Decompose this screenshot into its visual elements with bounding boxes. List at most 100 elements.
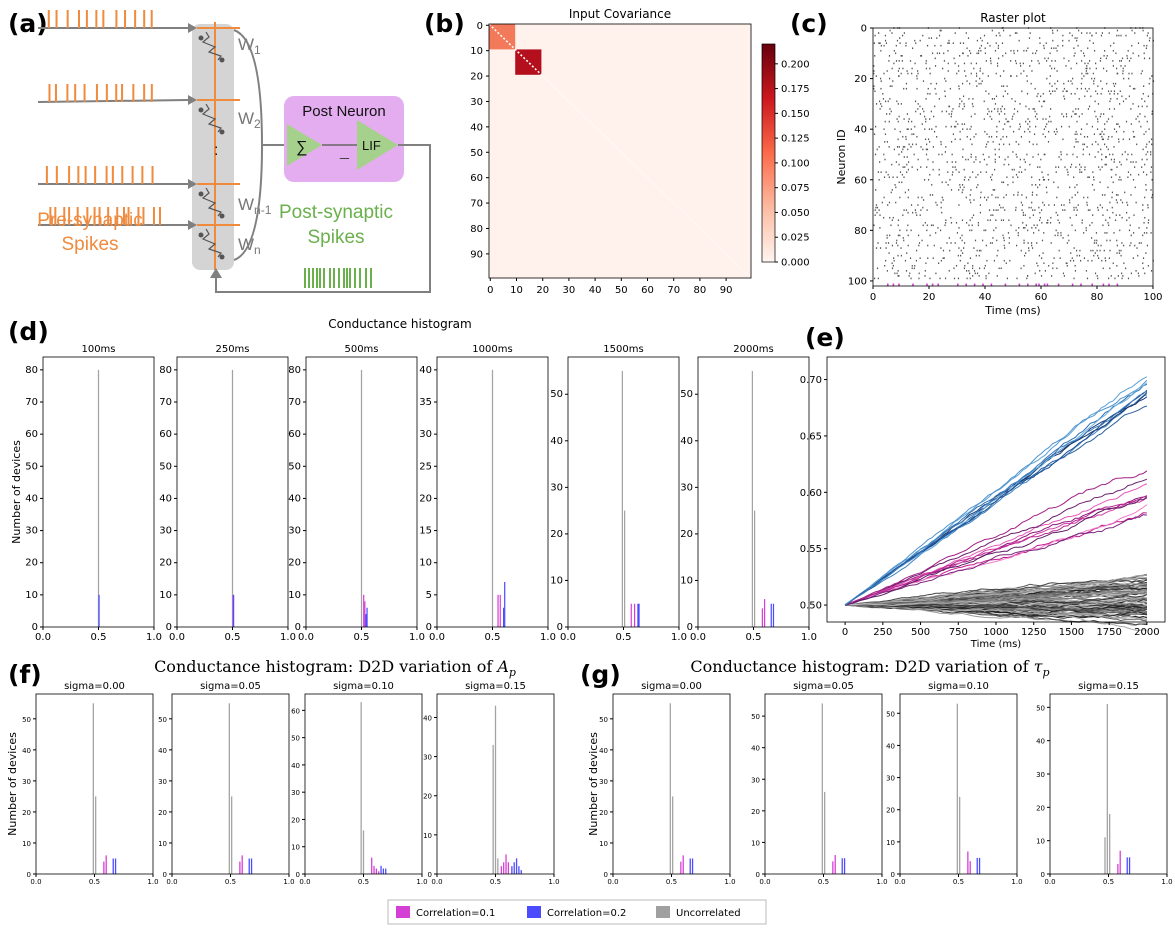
spike	[1074, 186, 1076, 189]
axes-frame	[899, 693, 1018, 875]
subplot-title: sigma=0.15	[465, 681, 526, 692]
post-neuron-label: Post Neuron	[302, 103, 385, 120]
spike	[1074, 194, 1076, 196]
spike	[977, 184, 979, 186]
spike	[1053, 257, 1055, 259]
spike	[959, 259, 961, 262]
x-tick-label: 0.0	[166, 878, 177, 886]
spike	[996, 254, 998, 257]
spike	[967, 158, 969, 161]
spike	[980, 171, 982, 173]
spike	[1101, 206, 1103, 209]
spike	[1056, 130, 1058, 133]
spike	[1042, 118, 1044, 120]
spike	[1003, 70, 1005, 72]
spike	[1054, 234, 1056, 237]
spike	[1117, 72, 1119, 75]
spike	[879, 161, 881, 163]
spike	[950, 125, 952, 128]
y-tick-label: 30	[470, 97, 483, 108]
spike	[881, 201, 883, 204]
spike	[1132, 87, 1135, 90]
y-tick-label: 40	[886, 742, 895, 750]
spike	[940, 143, 942, 146]
spike	[1074, 270, 1077, 272]
spike	[982, 153, 984, 156]
spike	[1111, 191, 1114, 194]
spike	[1137, 115, 1139, 118]
spike	[1091, 259, 1093, 262]
histogram-bar	[228, 703, 230, 874]
spike	[884, 158, 886, 161]
spike	[1070, 166, 1072, 168]
histogram-bar	[637, 603, 639, 627]
spike	[929, 234, 931, 237]
spike	[1022, 227, 1025, 229]
spike	[1083, 232, 1085, 234]
spike	[1095, 90, 1097, 93]
trajectory-line	[845, 589, 1148, 607]
spike	[925, 153, 928, 156]
spike	[873, 133, 876, 136]
spike	[971, 224, 973, 227]
spike	[1140, 72, 1142, 75]
histogram-bar	[824, 791, 826, 874]
spike	[1057, 44, 1059, 47]
subplot-title: sigma=0.00	[64, 681, 125, 692]
spike	[902, 67, 904, 70]
spike	[1073, 176, 1075, 179]
spike	[958, 171, 960, 173]
spike	[1033, 133, 1036, 136]
spike	[940, 247, 942, 249]
spike	[967, 55, 969, 57]
trajectory-line	[844, 470, 1148, 606]
x-tick-label: 0	[842, 627, 848, 638]
x-tick-label: 1.0	[671, 632, 687, 643]
spike	[876, 267, 879, 270]
spike	[1028, 37, 1031, 39]
spike	[1101, 259, 1103, 262]
spike	[1121, 216, 1123, 219]
spike	[1143, 232, 1146, 234]
spike	[1132, 161, 1134, 163]
spike	[1102, 214, 1104, 216]
spike	[1048, 204, 1050, 206]
spike	[1065, 115, 1068, 118]
spike	[906, 229, 908, 232]
post-spike-mark	[1027, 283, 1029, 287]
spike	[949, 178, 951, 181]
spike	[1111, 115, 1113, 118]
spike	[1038, 254, 1041, 257]
spike	[985, 229, 987, 232]
colorbar-tick-label: 0.075	[781, 183, 810, 194]
spike	[976, 186, 978, 189]
chart-title: Input Covariance	[569, 7, 671, 21]
y-tick-label: 70	[25, 397, 38, 408]
spike	[947, 49, 949, 52]
spike	[902, 214, 904, 216]
spike	[919, 113, 921, 115]
y-tick-label: 0	[426, 622, 432, 633]
spike	[1131, 44, 1133, 47]
y-tick-label: 30	[599, 778, 608, 786]
diagonal	[488, 23, 542, 76]
spike	[1127, 153, 1129, 156]
spike	[964, 70, 966, 72]
y-tick-label: 0	[32, 622, 38, 633]
y-tick-label: 0	[557, 622, 563, 633]
spike	[880, 171, 882, 173]
spike	[981, 39, 983, 42]
spike	[944, 95, 946, 98]
spike	[959, 184, 961, 186]
spike	[935, 272, 937, 275]
spike	[1132, 130, 1134, 133]
spike	[1100, 92, 1102, 95]
spike	[1007, 92, 1009, 95]
x-tick-label: 40	[979, 292, 992, 303]
spike	[883, 196, 885, 199]
spike	[1127, 171, 1130, 173]
spike	[1010, 224, 1012, 227]
spike	[1118, 138, 1120, 141]
y-tick-label: 0	[166, 622, 172, 633]
spike	[1008, 237, 1010, 239]
